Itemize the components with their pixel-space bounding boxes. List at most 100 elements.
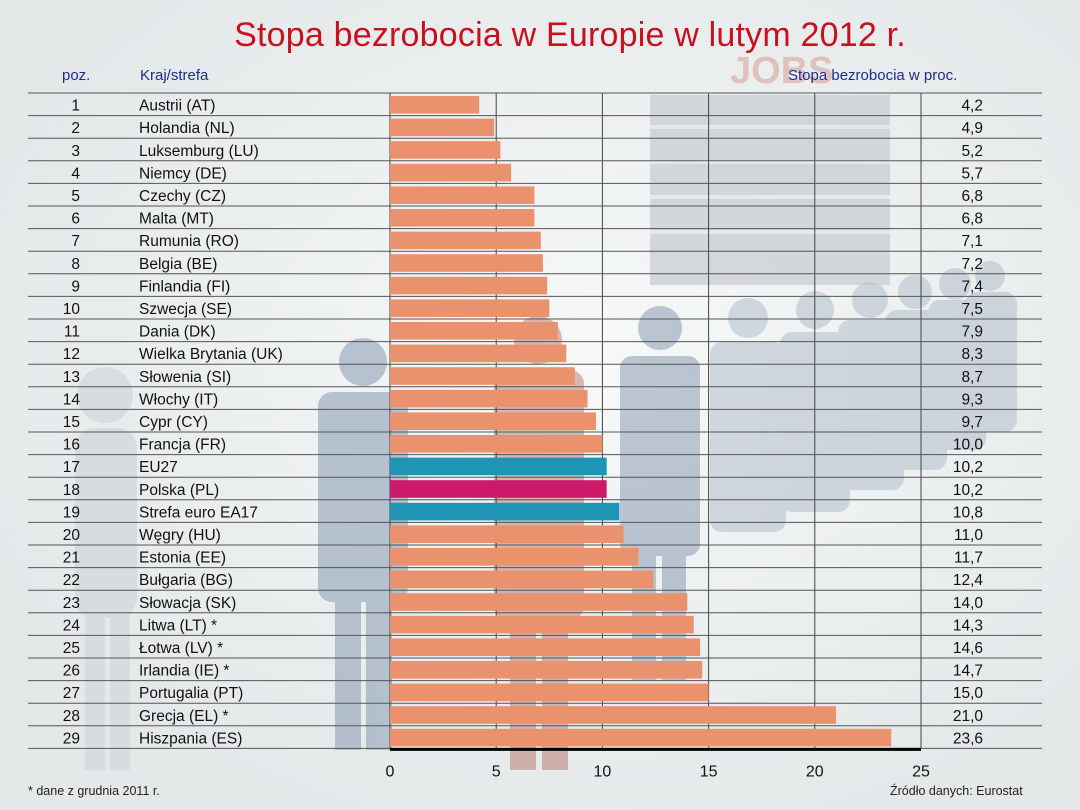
rank-label: 1: [71, 98, 80, 115]
footnote: * dane z grudnia 2011 r.: [28, 784, 160, 798]
bar-19: [390, 502, 620, 521]
bar-18: [390, 480, 607, 498]
rank-label: 29: [63, 730, 80, 747]
x-tick-label: 20: [806, 763, 824, 780]
rank-label: 23: [63, 595, 80, 612]
rank-label: 8: [71, 256, 80, 273]
country-label: Finlandia (FI): [139, 278, 230, 295]
value-column-header: Stopa bezrobocia w proc.: [788, 67, 958, 84]
value-label: 7,1: [961, 233, 983, 250]
value-label: 8,3: [961, 346, 983, 363]
bar-9: [390, 276, 548, 295]
bar-5: [390, 186, 535, 204]
rank-label: 14: [63, 391, 81, 408]
bar-22: [390, 570, 654, 589]
value-label: 23,6: [953, 730, 983, 747]
rank-label: 11: [64, 324, 80, 341]
rank-label: 26: [63, 663, 80, 680]
x-tick-label: 25: [912, 763, 930, 780]
country-label: Estonia (EE): [139, 550, 226, 567]
country-label: Słowenia (SI): [139, 369, 231, 386]
rank-label: 9: [71, 278, 80, 295]
bar-10: [390, 299, 550, 317]
bar-15: [390, 412, 597, 430]
value-label: 9,7: [961, 414, 983, 431]
rank-label: 13: [63, 369, 80, 386]
value-label: 7,4: [961, 278, 983, 295]
chart-title: Stopa bezrobocia w Europie w lutym 2012 …: [234, 16, 906, 54]
value-label: 7,2: [961, 256, 983, 273]
rank-label: 28: [63, 708, 80, 725]
x-axis: 0 5 10 15 20 25: [386, 747, 930, 780]
source-note: Źródło danych: Eurostat: [890, 784, 1023, 798]
country-label: Irlandia (IE) *: [139, 663, 229, 680]
rank-label: 16: [63, 437, 80, 454]
country-label: Słowacja (SK): [139, 595, 236, 612]
value-label: 10,0: [953, 437, 984, 454]
x-tick-label: 10: [594, 763, 612, 780]
country-label: Holandia (NL): [139, 120, 235, 137]
rank-column-header: poz.: [62, 67, 91, 84]
country-label: Polska (PL): [139, 482, 219, 499]
rank-label: 20: [63, 527, 81, 544]
value-label: 10,2: [953, 459, 983, 476]
country-label: Hiszpania (ES): [139, 730, 242, 747]
bar-21: [390, 548, 639, 566]
value-label: 5,7: [961, 165, 983, 182]
bar-29: [390, 728, 892, 747]
value-label: 8,7: [961, 369, 983, 386]
country-label: Dania (DK): [139, 324, 216, 341]
country-label: Litwa (LT) *: [139, 617, 217, 634]
bar-16: [390, 435, 603, 453]
country-label: Włochy (IT): [139, 391, 218, 408]
bar-24: [390, 615, 694, 634]
country-label: Austrii (AT): [139, 98, 215, 115]
country-label: Cypr (CY): [139, 414, 208, 431]
rank-label: 27: [63, 685, 80, 702]
country-label: Francja (FR): [139, 437, 226, 454]
bar-11: [390, 322, 558, 340]
bar-20: [390, 525, 624, 543]
building-silhouette: [650, 95, 890, 285]
country-label: Malta (MT): [139, 211, 214, 228]
rank-label: 17: [63, 459, 80, 476]
bar-3: [390, 141, 501, 159]
value-label: 6,8: [961, 211, 983, 228]
value-label: 4,9: [961, 120, 983, 137]
country-label: Portugalia (PT): [139, 685, 243, 702]
rank-label: 21: [63, 550, 80, 567]
bar-23: [390, 593, 688, 611]
value-label: 15,0: [953, 685, 984, 702]
bars: [390, 96, 892, 747]
rank-label: 25: [63, 640, 80, 657]
table-rows: 1 Austrii (AT) 4,2 2 Holandia (NL) 4,9 3 Luksem…: [28, 92, 1042, 749]
bar-2: [390, 118, 495, 137]
bar-12: [390, 344, 567, 363]
rank-label: 4: [71, 165, 80, 182]
country-label: Strefa euro EA17: [139, 504, 258, 521]
value-label: 5,2: [961, 143, 983, 160]
value-label: 21,0: [953, 708, 984, 725]
bar-4: [390, 163, 512, 182]
rank-label: 18: [63, 482, 80, 499]
value-label: 14,3: [953, 617, 983, 634]
value-label: 10,8: [953, 504, 983, 521]
rank-label: 3: [71, 143, 80, 160]
bar-1: [390, 96, 480, 114]
country-label: Szwecja (SE): [139, 301, 232, 318]
rank-label: 7: [71, 233, 80, 250]
rank-label: 24: [63, 617, 81, 634]
bar-14: [390, 389, 588, 408]
bar-7: [390, 231, 541, 250]
bar-25: [390, 638, 701, 656]
bar-17: [390, 457, 607, 476]
value-label: 10,2: [953, 482, 983, 499]
bar-6: [390, 209, 535, 227]
jobs-watermark: JOBS: [730, 50, 833, 92]
value-label: 14,0: [953, 595, 984, 612]
country-label: Belgia (BE): [139, 256, 217, 273]
country-label: EU27: [139, 459, 178, 476]
value-label: 4,2: [961, 98, 983, 115]
rank-label: 12: [63, 346, 80, 363]
